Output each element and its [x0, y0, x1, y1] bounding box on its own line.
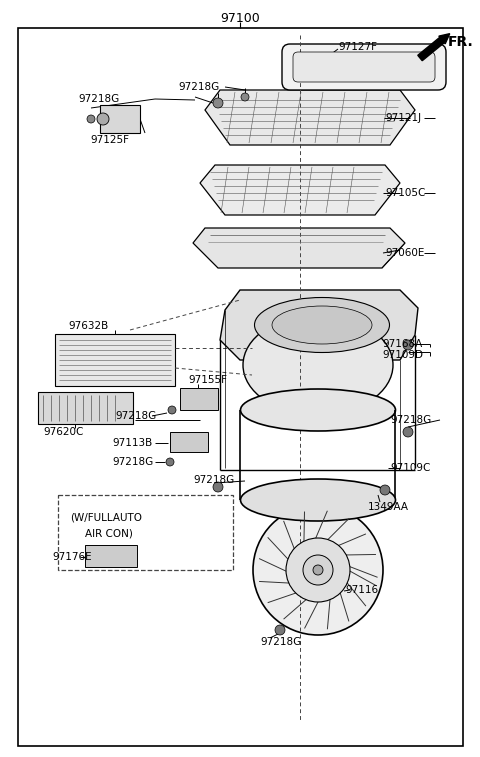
Bar — [58, 495, 233, 570]
Polygon shape — [205, 90, 415, 145]
Text: 1349AA: 1349AA — [368, 502, 409, 512]
Text: 97176E: 97176E — [52, 552, 92, 562]
Text: 97116: 97116 — [345, 585, 378, 595]
Text: 97632B: 97632B — [68, 321, 108, 331]
FancyArrow shape — [418, 33, 450, 61]
Bar — [38, 392, 133, 424]
Text: 97109C: 97109C — [390, 463, 431, 473]
Circle shape — [380, 485, 390, 495]
Circle shape — [166, 458, 174, 466]
Text: 97121J: 97121J — [385, 113, 421, 123]
Text: 97218G: 97218G — [78, 94, 119, 104]
Bar — [180, 388, 218, 410]
Text: 97218G: 97218G — [260, 637, 301, 647]
Ellipse shape — [253, 505, 383, 635]
Circle shape — [313, 565, 323, 575]
Polygon shape — [193, 228, 405, 268]
Circle shape — [213, 482, 223, 492]
Text: 97168A: 97168A — [382, 339, 422, 349]
Circle shape — [213, 98, 223, 108]
Text: 97105C: 97105C — [385, 188, 425, 198]
Text: 97218G: 97218G — [112, 457, 153, 467]
Ellipse shape — [240, 389, 396, 431]
Circle shape — [275, 625, 285, 635]
Text: 97218G: 97218G — [178, 82, 219, 92]
Text: 97113B: 97113B — [112, 438, 152, 448]
Ellipse shape — [254, 298, 389, 353]
Circle shape — [403, 340, 413, 350]
Circle shape — [303, 555, 333, 585]
Bar — [85, 545, 137, 567]
Circle shape — [97, 113, 109, 125]
Text: 97109D: 97109D — [382, 350, 423, 360]
Polygon shape — [200, 165, 400, 215]
Bar — [170, 432, 208, 452]
Circle shape — [403, 427, 413, 437]
Text: 97100: 97100 — [220, 11, 260, 24]
Ellipse shape — [240, 479, 396, 521]
Text: 97060E: 97060E — [385, 248, 424, 258]
Text: 97620C: 97620C — [43, 427, 84, 437]
Polygon shape — [220, 290, 418, 360]
Text: 97218G: 97218G — [390, 415, 431, 425]
Ellipse shape — [243, 315, 393, 415]
Text: 97218G: 97218G — [115, 411, 156, 421]
Ellipse shape — [272, 306, 372, 344]
Circle shape — [241, 93, 249, 101]
Bar — [55, 334, 175, 386]
Circle shape — [87, 115, 95, 123]
Text: 97218G: 97218G — [193, 475, 234, 485]
Circle shape — [168, 406, 176, 414]
Text: (W/FULLAUTO: (W/FULLAUTO — [70, 512, 142, 522]
Text: AIR CON): AIR CON) — [85, 528, 133, 538]
Text: FR.: FR. — [448, 35, 474, 49]
Text: 97127F: 97127F — [338, 42, 377, 52]
Bar — [100, 105, 140, 133]
Circle shape — [286, 538, 350, 602]
Text: 97155F: 97155F — [188, 375, 227, 385]
FancyBboxPatch shape — [293, 52, 435, 82]
Text: 97125F: 97125F — [90, 135, 129, 145]
FancyBboxPatch shape — [282, 44, 446, 90]
